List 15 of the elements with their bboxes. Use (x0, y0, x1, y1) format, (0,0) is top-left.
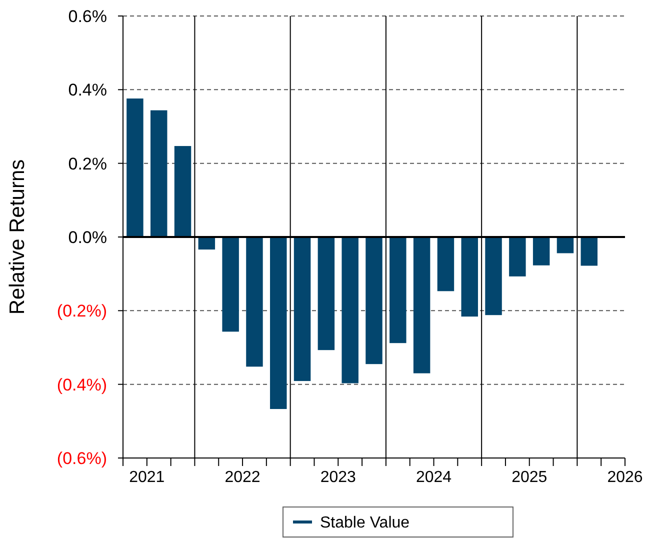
y-tick-label: 0.2% (68, 154, 107, 174)
x-tick-label: 2023 (320, 469, 356, 486)
x-tick-label: 2022 (224, 469, 260, 486)
x-tick-label: 2024 (416, 469, 452, 486)
x-tick-label: 2025 (512, 469, 548, 486)
legend-label: Stable Value (320, 514, 410, 532)
y-tick-label: (0.2%) (56, 302, 107, 321)
y-tick-label: 0.4% (68, 80, 107, 100)
x-tick-label: 2026 (607, 469, 643, 486)
x-tick-label: 2021 (129, 469, 165, 486)
y-tick-label: 0.0% (68, 228, 107, 247)
y-tick-label: (0.4%) (56, 375, 107, 394)
y-tick-label: (0.6%) (56, 448, 107, 468)
y-tick-label: 0.6% (68, 6, 107, 26)
y-axis-title: Relative Returns (6, 159, 29, 315)
